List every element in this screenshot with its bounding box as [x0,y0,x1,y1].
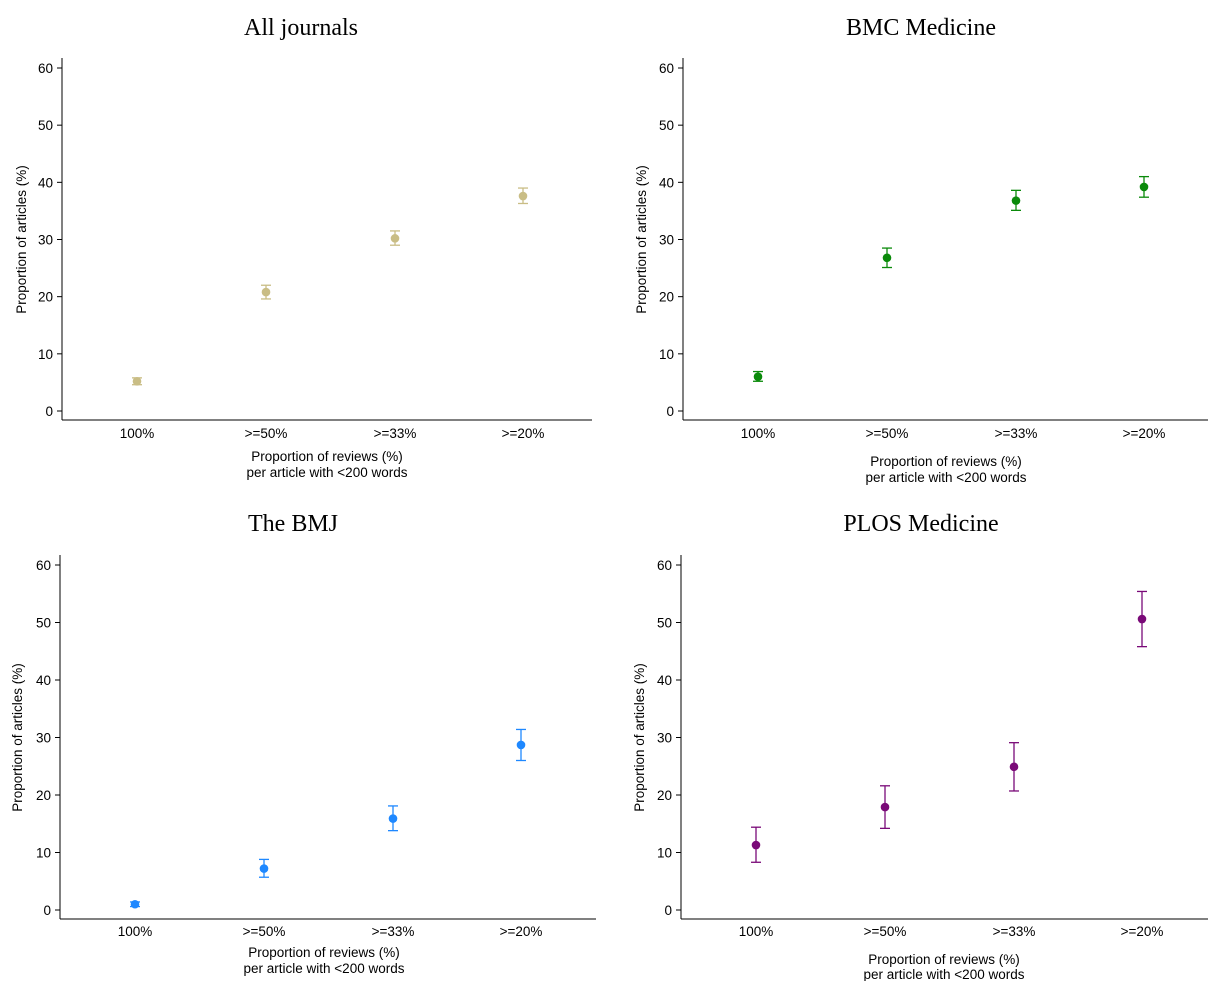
y-tick-label: 30 [657,731,672,746]
chart-panel-3: PLOS Medicine 0 10 20 30 40 50 60 100% >=50% >=33%… [632,511,1208,981]
y-tick-label: 0 [666,404,674,419]
y-tick-label: 60 [36,558,51,573]
x-tick-label: >=20% [500,924,543,939]
y-tick-label: 50 [38,118,53,133]
data-point [882,253,892,263]
data-point [753,372,763,382]
y-tick-label: 10 [659,347,674,362]
x-tick-label: >=50% [866,426,909,441]
y-tick-label: 30 [659,233,674,248]
x-axis-title-line2: per article with <200 words [244,961,405,976]
x-axis-title: Proportion of reviews (%) [868,952,1020,967]
data-point [1011,196,1021,205]
y-tick-label: 0 [664,903,672,918]
y-tick-label: 40 [659,175,674,190]
data-point [880,802,890,812]
data-point [132,376,142,386]
x-tick-label: >=50% [864,924,907,939]
x-tick-label: 100% [118,924,153,939]
x-tick-label: >=50% [243,924,286,939]
data-point [261,287,271,297]
x-tick-label: 100% [739,924,774,939]
y-tick-label: 50 [36,616,51,631]
x-tick-label: >=33% [374,426,417,441]
x-tick-label: >=33% [995,426,1038,441]
y-tick-label: 60 [38,61,53,76]
y-tick-label: 20 [659,290,674,305]
x-tick-label: >=33% [372,924,415,939]
x-axis-title: Proportion of reviews (%) [870,454,1022,469]
chart-title: The BMJ [248,511,338,537]
chart-title: BMC Medicine [846,15,996,41]
x-axis-title-line2: per article with <200 words [864,967,1025,981]
y-tick-label: 20 [36,788,51,803]
data-point [388,814,398,823]
x-axis-title-line2: per article with <200 words [247,465,408,480]
y-tick-label: 10 [38,347,53,362]
data-point [751,840,761,850]
chart-panel-1: BMC Medicine 0 10 20 30 40 50 60 100% >=50% >=33% >… [634,15,1208,485]
data-point [390,234,400,243]
y-tick-label: 0 [45,404,53,419]
x-axis-title: Proportion of reviews (%) [248,945,400,960]
data-point [1139,182,1149,192]
y-axis-title: Proportion of articles (%) [10,663,25,812]
y-tick-label: 50 [659,118,674,133]
data-point [1009,762,1019,772]
y-tick-label: 10 [657,846,672,861]
y-tick-label: 30 [36,731,51,746]
x-tick-label: 100% [120,426,155,441]
chart-panel-2: The BMJ 0 10 20 30 40 50 60 100% >=50% >=33% >=20% P… [10,511,596,976]
x-axis-title-line2: per article with <200 words [866,470,1027,485]
y-tick-label: 30 [38,233,53,248]
y-axis-title: Proportion of articles (%) [632,663,647,812]
x-tick-label: >=20% [1121,924,1164,939]
chart-title: PLOS Medicine [843,511,998,537]
x-tick-label: >=50% [245,426,288,441]
data-point [259,864,269,873]
y-tick-label: 60 [657,558,672,573]
y-tick-label: 40 [36,673,51,688]
y-tick-label: 40 [657,673,672,688]
y-tick-label: 20 [657,788,672,803]
data-point [516,740,526,750]
x-tick-label: >=33% [993,924,1036,939]
x-tick-label: >=20% [1123,426,1166,441]
y-tick-label: 0 [43,903,51,918]
data-point [130,899,140,909]
x-tick-label: 100% [741,426,776,441]
y-tick-label: 40 [38,175,53,190]
chart-title: All journals [244,15,358,41]
y-tick-label: 10 [36,846,51,861]
x-tick-label: >=20% [502,426,545,441]
y-tick-label: 20 [38,290,53,305]
x-axis-title: Proportion of reviews (%) [251,449,403,464]
y-axis-title: Proportion of articles (%) [634,165,649,314]
chart-panel-0: All journals 0 10 20 30 40 50 60 100% >=50% >=33% >… [14,15,592,480]
data-point [1137,614,1147,624]
data-point [518,191,528,201]
y-axis-title: Proportion of articles (%) [14,165,29,314]
y-tick-label: 60 [659,61,674,76]
y-tick-label: 50 [657,616,672,631]
